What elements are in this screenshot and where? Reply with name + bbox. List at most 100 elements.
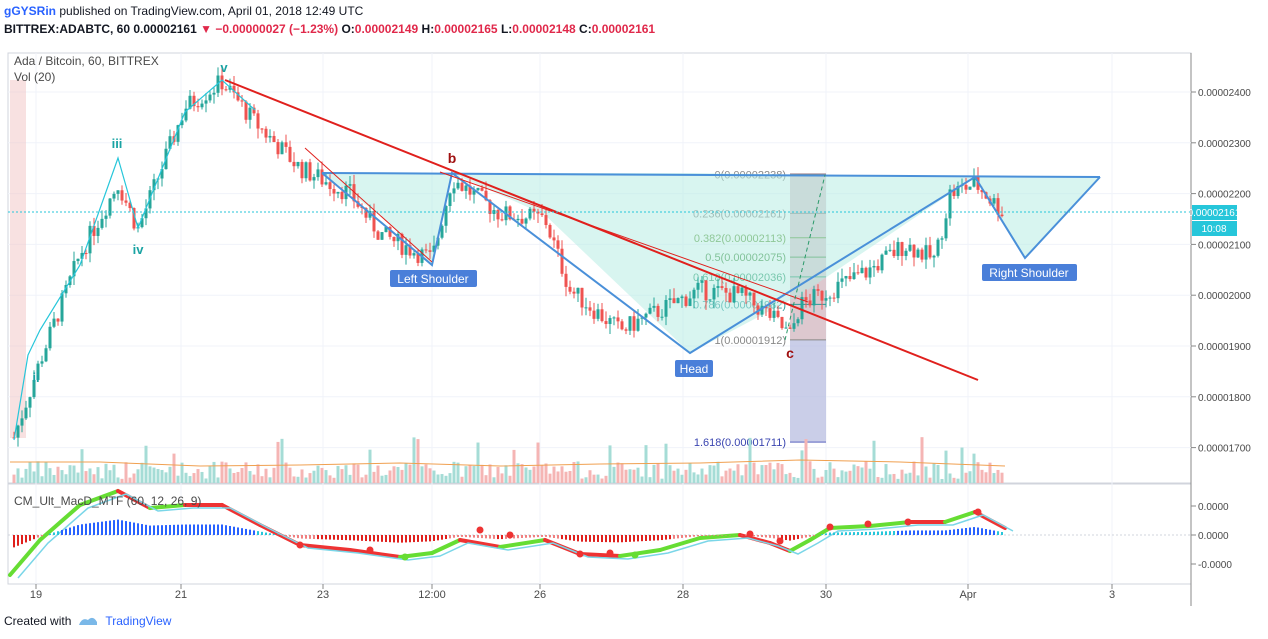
macd-histogram-bar <box>501 535 503 540</box>
candle <box>544 215 548 226</box>
candle <box>848 276 852 280</box>
volume-bar <box>236 471 240 483</box>
macd-histogram-bar <box>937 530 939 535</box>
volume-bar <box>208 465 212 483</box>
macd-histogram-bar <box>409 535 411 543</box>
candle <box>268 135 272 138</box>
macd-histogram-bar <box>289 535 291 537</box>
volume-bar <box>80 449 84 483</box>
volume-bar <box>296 476 300 483</box>
macd-histogram-bar <box>101 521 103 535</box>
macd-histogram-bar <box>489 535 491 539</box>
volume-bar <box>340 469 344 483</box>
macd-histogram-bar <box>41 535 43 537</box>
candle <box>636 318 640 331</box>
candle <box>736 286 740 293</box>
x-tick-label: 21 <box>175 589 187 601</box>
pattern-path <box>321 171 1101 355</box>
volume-bar <box>748 437 752 483</box>
candle <box>692 289 696 299</box>
price-chart[interactable]: 0(0.00002238)0.236(0.00002161)0.382(0.00… <box>0 40 1268 606</box>
macd-histogram-bar <box>185 524 187 535</box>
macd-histogram-bar <box>557 535 559 539</box>
left-shoulder-tag[interactable]: Left Shoulder <box>390 270 477 287</box>
macd-histogram-bar <box>377 535 379 542</box>
macd-histogram-bar <box>401 535 403 543</box>
candle <box>64 285 68 294</box>
candle <box>204 100 208 104</box>
volume-bar <box>676 468 680 483</box>
volume-bar <box>792 477 796 483</box>
volume-bar <box>352 463 356 483</box>
volume-bar <box>600 478 604 483</box>
candle <box>884 250 888 255</box>
macd-histogram-bar <box>745 535 747 536</box>
candle <box>796 319 800 324</box>
candle <box>120 190 124 201</box>
macd-segment <box>738 533 772 545</box>
volume-bar <box>940 478 944 483</box>
macd-histogram-bar <box>513 535 515 539</box>
macd-histogram-bar <box>613 535 615 543</box>
head-tag[interactable]: Head <box>675 360 713 377</box>
macd-histogram-bar <box>121 520 123 535</box>
volume-bar <box>520 464 524 483</box>
volume-bar <box>592 474 596 483</box>
candle <box>932 255 936 258</box>
volume-bar <box>96 467 100 483</box>
volume-bar <box>392 466 396 483</box>
volume-bar <box>816 477 820 483</box>
candle <box>600 309 604 322</box>
macd-histogram-bar <box>221 524 223 535</box>
volume-bar <box>376 465 380 483</box>
volume-bar <box>772 469 776 483</box>
right-shoulder-tag[interactable]: Right Shoulder <box>982 264 1077 281</box>
macd-histogram-bar <box>17 535 19 546</box>
macd-histogram-bar <box>49 533 51 535</box>
macd-histogram-bar <box>233 526 235 535</box>
volume-bar <box>120 478 124 483</box>
volume-bar <box>728 468 732 483</box>
macd-histogram-bar <box>65 528 67 535</box>
low-value: 0.00002148 <box>512 22 576 36</box>
macd-histogram-bar <box>717 535 719 536</box>
volume-bar <box>636 467 640 483</box>
macd-histogram-bar <box>1001 531 1003 535</box>
price-axis[interactable]: 0.00002400 0.00002300 0.00002200 0.00002100… <box>1191 88 1251 455</box>
macd-histogram-bar <box>813 535 815 536</box>
macd-histogram-bar <box>569 535 571 541</box>
candle <box>528 208 532 219</box>
volume-bar <box>152 467 156 483</box>
volume-bar <box>304 477 308 483</box>
macd-histogram-bar <box>949 529 951 535</box>
macd-histogram-bar <box>313 535 315 539</box>
time-axis[interactable]: 19 21 23 12:00 26 28 30 Apr 3 <box>30 584 1115 601</box>
macd-histogram-bar <box>529 535 531 538</box>
candle <box>584 307 588 309</box>
volume-bar <box>604 475 608 483</box>
macd-tick-label: -0.0000 <box>1198 560 1232 571</box>
macd-histogram-bar <box>393 535 395 543</box>
volume-bar <box>864 461 868 483</box>
volume-bar <box>544 463 548 483</box>
author-link[interactable]: gGYSRin <box>4 4 57 18</box>
volume-bar <box>20 477 24 483</box>
volume-bar <box>784 474 788 483</box>
macd-histogram-bar <box>785 535 787 541</box>
macd-histogram-bar <box>837 532 839 535</box>
candle <box>676 298 680 304</box>
macd-histogram-bar <box>161 525 163 535</box>
volume-bar <box>476 442 480 483</box>
macd-histogram-bar <box>473 535 475 538</box>
candle <box>180 120 184 126</box>
macd-cross-dot <box>826 523 834 531</box>
volume-bar <box>72 465 76 483</box>
tradingview-link[interactable]: TradingView <box>105 614 172 628</box>
candle <box>536 211 540 214</box>
volume-bar <box>692 472 696 483</box>
macd-histogram-bar <box>133 522 135 535</box>
candle <box>312 177 316 181</box>
volume-bar <box>852 464 856 483</box>
candle <box>540 213 544 216</box>
ohlc-line: BITTREX:ADABTC, 60 0.00002161 ▼ −0.00000… <box>4 22 655 36</box>
